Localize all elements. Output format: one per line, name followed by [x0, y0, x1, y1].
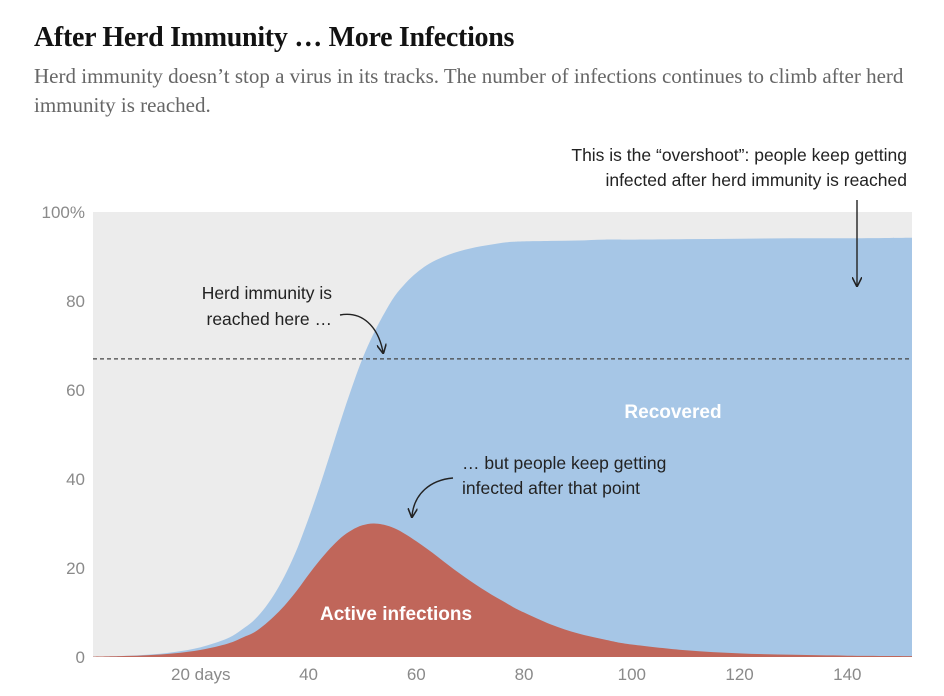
- active-infections-area: [93, 523, 912, 657]
- active-infections-area-label: Active infections: [320, 604, 472, 625]
- herd-immunity-arrow: [339, 313, 383, 352]
- recovered-area: [93, 237, 912, 658]
- x-tick-label: 100: [618, 665, 646, 684]
- chart-title: After Herd Immunity … More Infections: [34, 22, 515, 53]
- y-tick-label: 0: [76, 648, 85, 667]
- overshoot-annotation-line1: This is the “overshoot”: people keep get…: [571, 145, 907, 165]
- x-tick-label: 40: [299, 665, 318, 684]
- but-infected-annotation-line2: infected after that point: [462, 478, 640, 498]
- y-tick-label: 40: [66, 470, 85, 489]
- y-tick-label: 100%: [42, 203, 85, 222]
- y-tick-label: 80: [66, 292, 85, 311]
- but-infected-annotation-line1: … but people keep getting: [462, 453, 666, 473]
- but-infected-arrow: [412, 477, 454, 516]
- x-tick-label: 120: [725, 665, 753, 684]
- x-tick-label: 140: [833, 665, 861, 684]
- chart-subtitle: Herd immunity doesn’t stop a virus in it…: [34, 64, 904, 117]
- overshoot-annotation-line2: infected after herd immunity is reached: [605, 170, 907, 190]
- x-tick-label: 60: [407, 665, 426, 684]
- herd-immunity-annotation-line2: reached here …: [207, 309, 333, 329]
- y-tick-label: 60: [66, 381, 85, 400]
- x-tick-label: 80: [515, 665, 534, 684]
- x-tick-label: 20 days: [171, 665, 231, 684]
- recovered-area-label: Recovered: [624, 402, 721, 423]
- herd-immunity-annotation-line1: Herd immunity is: [202, 283, 333, 303]
- y-tick-label: 20: [66, 559, 85, 578]
